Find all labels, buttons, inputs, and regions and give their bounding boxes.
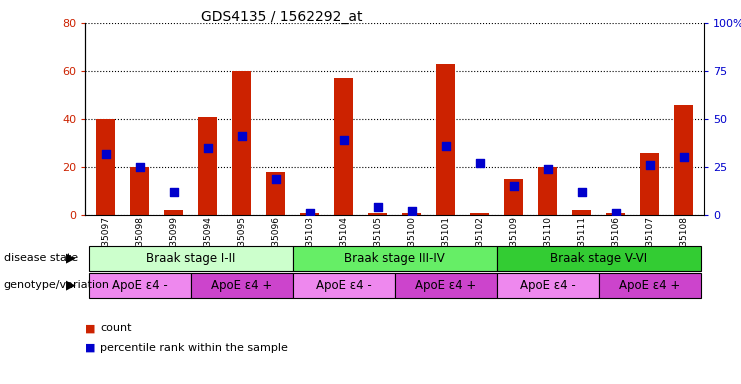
- Text: ■: ■: [85, 343, 96, 353]
- Bar: [402, 213, 421, 215]
- Bar: [190, 273, 293, 298]
- Point: [610, 210, 622, 216]
- Text: genotype/variation: genotype/variation: [4, 280, 110, 290]
- Bar: [436, 64, 455, 215]
- Bar: [89, 246, 293, 271]
- Bar: [674, 104, 693, 215]
- Point: [439, 143, 451, 149]
- Text: ApoE ε4 +: ApoE ε4 +: [619, 279, 680, 291]
- Point: [236, 133, 247, 139]
- Bar: [599, 273, 700, 298]
- Bar: [266, 172, 285, 215]
- Bar: [232, 71, 251, 215]
- Bar: [334, 78, 353, 215]
- Bar: [165, 210, 183, 215]
- Bar: [504, 179, 523, 215]
- Text: percentile rank within the sample: percentile rank within the sample: [100, 343, 288, 353]
- Text: ■: ■: [85, 323, 96, 333]
- Text: ▶: ▶: [66, 279, 75, 291]
- Point: [473, 160, 485, 166]
- Point: [576, 189, 588, 195]
- Bar: [606, 213, 625, 215]
- Bar: [130, 167, 149, 215]
- Point: [100, 151, 112, 157]
- Point: [508, 183, 519, 189]
- Point: [202, 145, 213, 151]
- Bar: [89, 273, 190, 298]
- Bar: [538, 167, 557, 215]
- Bar: [496, 273, 599, 298]
- Text: ApoE ε4 -: ApoE ε4 -: [316, 279, 371, 291]
- Text: Braak stage V-VI: Braak stage V-VI: [550, 252, 647, 265]
- Point: [677, 154, 689, 161]
- Bar: [640, 152, 659, 215]
- Bar: [96, 119, 115, 215]
- Text: ApoE ε4 -: ApoE ε4 -: [112, 279, 167, 291]
- Bar: [293, 246, 496, 271]
- Text: ApoE ε4 -: ApoE ε4 -: [519, 279, 576, 291]
- Text: ApoE ε4 +: ApoE ε4 +: [415, 279, 476, 291]
- Point: [167, 189, 179, 195]
- Bar: [471, 213, 489, 215]
- Text: disease state: disease state: [4, 253, 78, 263]
- Text: Braak stage I-II: Braak stage I-II: [146, 252, 236, 265]
- Point: [270, 175, 282, 182]
- Point: [644, 162, 656, 168]
- Bar: [199, 117, 217, 215]
- Point: [405, 208, 417, 214]
- Point: [338, 137, 350, 143]
- Point: [304, 210, 316, 216]
- Bar: [300, 213, 319, 215]
- Text: ▶: ▶: [66, 252, 75, 265]
- Point: [372, 204, 384, 210]
- Text: Braak stage III-IV: Braak stage III-IV: [345, 252, 445, 265]
- Point: [133, 164, 145, 170]
- Bar: [572, 210, 591, 215]
- Text: count: count: [100, 323, 132, 333]
- Bar: [368, 213, 387, 215]
- Bar: [394, 273, 496, 298]
- Text: ApoE ε4 +: ApoE ε4 +: [211, 279, 272, 291]
- Text: GDS4135 / 1562292_at: GDS4135 / 1562292_at: [201, 10, 362, 23]
- Bar: [293, 273, 394, 298]
- Bar: [496, 246, 700, 271]
- Point: [542, 166, 554, 172]
